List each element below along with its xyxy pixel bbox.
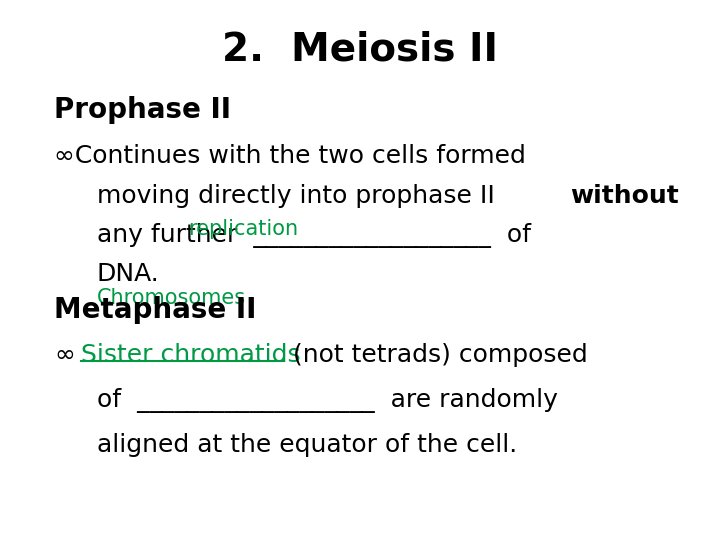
Text: Chromosomes: Chromosomes (96, 288, 246, 308)
Text: without: without (570, 184, 679, 207)
Text: Prophase II: Prophase II (54, 97, 231, 125)
Text: aligned at the equator of the cell.: aligned at the equator of the cell. (96, 434, 517, 457)
Text: (not tetrads) composed: (not tetrads) composed (285, 343, 588, 367)
Text: replication: replication (188, 219, 298, 239)
Text: any further  ___________________  of: any further ___________________ of (96, 223, 531, 248)
Text: Sister chromatids: Sister chromatids (81, 343, 301, 367)
Text: Metaphase II: Metaphase II (54, 296, 256, 324)
Text: of  ___________________  are randomly: of ___________________ are randomly (96, 388, 557, 413)
Text: ∞Continues with the two cells formed: ∞Continues with the two cells formed (54, 144, 526, 168)
Text: DNA.: DNA. (96, 262, 159, 286)
Text: moving directly into prophase II: moving directly into prophase II (96, 184, 503, 207)
Text: 2.  Meiosis II: 2. Meiosis II (222, 31, 498, 69)
Text: ∞: ∞ (54, 343, 75, 367)
